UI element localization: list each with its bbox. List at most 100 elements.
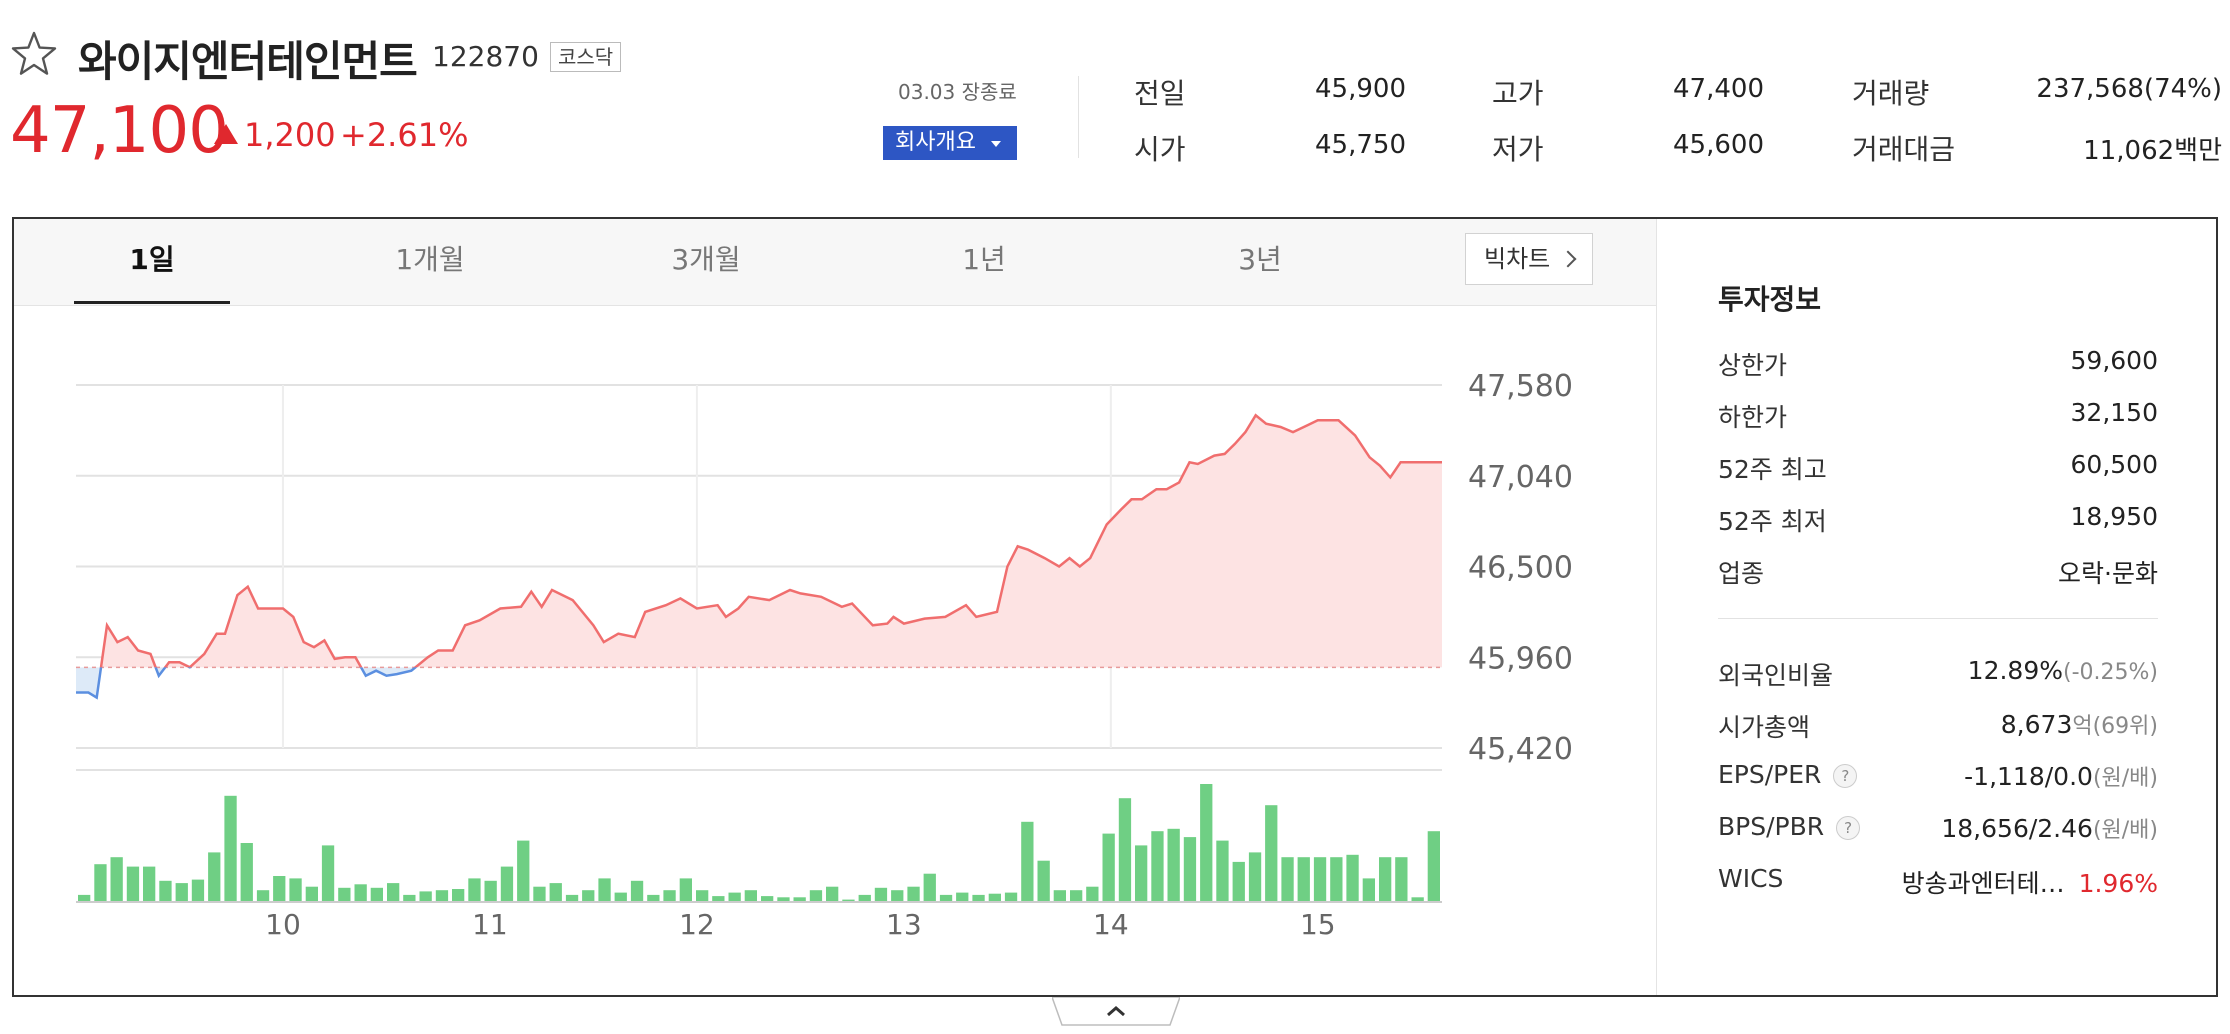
help-icon[interactable]: ? <box>1836 816 1861 840</box>
invest-label-market-cap: 시가총액 <box>1718 713 1811 742</box>
invest-value-52w-low: 18,950 <box>2070 502 2158 531</box>
volume-bar <box>305 886 318 902</box>
volume-bar <box>370 887 383 902</box>
volume-bar <box>1021 821 1034 902</box>
volume-bar <box>1053 890 1066 902</box>
bps-pbr-label: BPS/PBR <box>1718 812 1825 841</box>
volume-bar <box>712 896 725 902</box>
tab-3-years[interactable]: 3년 <box>1238 243 1282 276</box>
volume-bar <box>1183 837 1197 902</box>
volume-bar <box>630 880 644 902</box>
chart-panel <box>12 217 2218 997</box>
volume-bar <box>582 890 595 902</box>
volume-bar <box>549 883 562 902</box>
bps-pbr-unit: (원/배) <box>2092 818 2158 843</box>
volume-bar <box>1151 831 1164 902</box>
volume-bar <box>452 889 465 902</box>
volume-bar <box>1346 854 1359 902</box>
invest-label-bps-pbr: BPS/PBR? <box>1718 812 1861 841</box>
help-icon[interactable]: ? <box>1833 764 1858 788</box>
company-overview-button[interactable]: 회사개요 <box>883 126 1017 160</box>
stock-code: 122870 <box>432 40 539 73</box>
x-tick-label: 13 <box>886 908 922 941</box>
collapse-toggle[interactable] <box>1052 997 1180 1027</box>
market-badge: 코스닥 <box>550 42 622 72</box>
volume-bar <box>191 879 205 902</box>
invest-value-wics[interactable]: 방송과엔터테… 1.96% <box>1880 864 2158 900</box>
quote-value-trade-value: 11,062백만 <box>2083 136 2222 166</box>
invest-divider <box>1718 618 2158 619</box>
volume-bar <box>273 876 286 902</box>
volume-bar <box>1167 828 1180 902</box>
invest-value-lower-limit: 32,150 <box>2070 398 2158 427</box>
y-tick-label: 45,420 <box>1468 732 1573 767</box>
triangle-up-icon <box>214 124 238 144</box>
invest-value-industry: 오락·문화 <box>2058 559 2158 588</box>
market-close-time: 03.03 장종료 <box>898 80 1017 104</box>
eps-per-unit: (원/배) <box>2092 766 2158 791</box>
volume-bar <box>907 886 920 902</box>
header-divider <box>1078 76 1079 158</box>
tab-3-months[interactable]: 3개월 <box>671 243 741 276</box>
side-separator <box>1656 219 1657 995</box>
volume-bar <box>842 899 855 902</box>
current-price: 47,100 <box>10 94 229 168</box>
quote-label-volume: 거래량 <box>1852 77 1930 110</box>
tab-1-day[interactable]: 1일 <box>129 243 175 276</box>
invest-label-industry: 업종 <box>1718 559 1765 588</box>
volume-bar <box>598 878 611 902</box>
market-cap-value: 8,673 <box>2000 710 2073 739</box>
volume-bar <box>1411 897 1424 902</box>
volume-bar <box>1102 833 1115 902</box>
volume-bar <box>240 843 253 902</box>
x-tick-label: 15 <box>1300 908 1336 941</box>
volume-bar <box>78 894 91 902</box>
volume-bar <box>1379 857 1392 902</box>
volume-bar <box>208 852 221 902</box>
bigchart-label: 빅차트 <box>1484 245 1551 273</box>
volume-bar <box>1086 886 1099 902</box>
eps-per-value: -1,118/0.0 <box>1964 762 2093 791</box>
volume-bar <box>289 878 302 902</box>
volume-bar <box>956 892 969 902</box>
volume-bar <box>110 857 123 902</box>
company-overview-label: 회사개요 <box>895 130 976 155</box>
volume-bar <box>1135 845 1148 902</box>
x-tick-label: 10 <box>265 908 301 941</box>
tab-1-year[interactable]: 1년 <box>962 243 1006 276</box>
volume-bar <box>972 894 985 902</box>
volume-bar <box>354 884 367 902</box>
volume-bar <box>143 866 156 902</box>
volume-bar <box>1395 857 1408 902</box>
volume-bar <box>1248 852 1262 902</box>
change-percent: +2.61% <box>340 116 469 154</box>
y-tick-label: 46,500 <box>1468 551 1573 586</box>
volume-bar <box>891 890 904 902</box>
volume-bar <box>403 894 416 902</box>
volume-bar <box>1200 784 1213 902</box>
volume-bar <box>1037 860 1050 902</box>
invest-label-52w-low: 52주 최저 <box>1718 507 1827 536</box>
volume-bar <box>679 878 692 902</box>
quote-value-high: 47,400 <box>1673 74 1764 104</box>
volume-bar <box>647 894 660 902</box>
tab-1-month[interactable]: 1개월 <box>395 243 465 276</box>
invest-value-52w-high: 60,500 <box>2070 450 2158 479</box>
volume-bar <box>533 886 546 902</box>
change-amount: 1,200 <box>244 116 336 154</box>
volume-bar <box>1232 861 1245 902</box>
bigchart-button[interactable]: 빅차트 <box>1465 233 1593 285</box>
quote-value-low: 45,600 <box>1673 130 1764 160</box>
volume-bar <box>1427 831 1440 902</box>
star-outline-icon[interactable] <box>10 30 58 78</box>
volume-bar <box>696 890 709 902</box>
volume-bar <box>435 890 449 902</box>
volume-bar <box>159 880 172 902</box>
y-tick-label: 47,580 <box>1468 369 1573 404</box>
volume-bar <box>777 897 790 902</box>
volume-bar <box>1070 890 1083 902</box>
volume-bar <box>874 887 888 902</box>
invest-value-eps-per: -1,118/0.0(원/배) <box>1880 760 2158 792</box>
wics-change: 1.96% <box>2078 869 2158 898</box>
